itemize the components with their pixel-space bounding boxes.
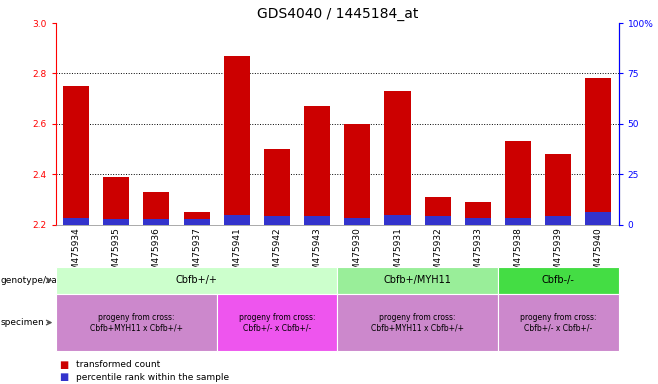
Bar bbox=[304, 106, 330, 225]
Bar bbox=[63, 86, 89, 225]
Text: progeny from cross:
Cbfb+MYH11 x Cbfb+/+: progeny from cross: Cbfb+MYH11 x Cbfb+/+ bbox=[89, 313, 183, 332]
Bar bbox=[424, 197, 451, 225]
Bar bbox=[424, 216, 451, 225]
Bar bbox=[103, 177, 129, 225]
Bar bbox=[224, 56, 250, 225]
Text: Cbfb+/MYH11: Cbfb+/MYH11 bbox=[384, 275, 451, 285]
Text: ■: ■ bbox=[59, 360, 68, 370]
Bar bbox=[103, 219, 129, 225]
Text: progeny from cross:
Cbfb+/- x Cbfb+/-: progeny from cross: Cbfb+/- x Cbfb+/- bbox=[520, 313, 597, 332]
Text: progeny from cross:
Cbfb+MYH11 x Cbfb+/+: progeny from cross: Cbfb+MYH11 x Cbfb+/+ bbox=[371, 313, 464, 332]
Bar bbox=[586, 212, 611, 225]
Bar bbox=[465, 218, 491, 225]
Bar bbox=[224, 215, 250, 225]
Title: GDS4040 / 1445184_at: GDS4040 / 1445184_at bbox=[257, 7, 418, 21]
Text: Cbfb-/-: Cbfb-/- bbox=[542, 275, 574, 285]
Bar bbox=[63, 218, 89, 225]
Bar bbox=[184, 212, 210, 225]
Bar bbox=[344, 218, 370, 225]
Bar bbox=[505, 218, 531, 225]
Text: genotype/variation: genotype/variation bbox=[1, 276, 87, 285]
Bar bbox=[264, 216, 290, 225]
Bar bbox=[184, 219, 210, 225]
Bar bbox=[505, 141, 531, 225]
Bar bbox=[143, 219, 170, 225]
Bar bbox=[384, 91, 411, 225]
Bar bbox=[545, 154, 571, 225]
Text: progeny from cross:
Cbfb+/- x Cbfb+/-: progeny from cross: Cbfb+/- x Cbfb+/- bbox=[239, 313, 315, 332]
Text: specimen: specimen bbox=[1, 318, 44, 327]
Text: transformed count: transformed count bbox=[76, 360, 160, 369]
Bar bbox=[304, 216, 330, 225]
Bar bbox=[384, 215, 411, 225]
Bar bbox=[465, 202, 491, 225]
Text: ■: ■ bbox=[59, 372, 68, 382]
Bar bbox=[143, 192, 170, 225]
Text: Cbfb+/+: Cbfb+/+ bbox=[176, 275, 218, 285]
Bar bbox=[344, 124, 370, 225]
Bar bbox=[545, 216, 571, 225]
Bar bbox=[586, 78, 611, 225]
Text: percentile rank within the sample: percentile rank within the sample bbox=[76, 372, 229, 382]
Bar bbox=[264, 149, 290, 225]
